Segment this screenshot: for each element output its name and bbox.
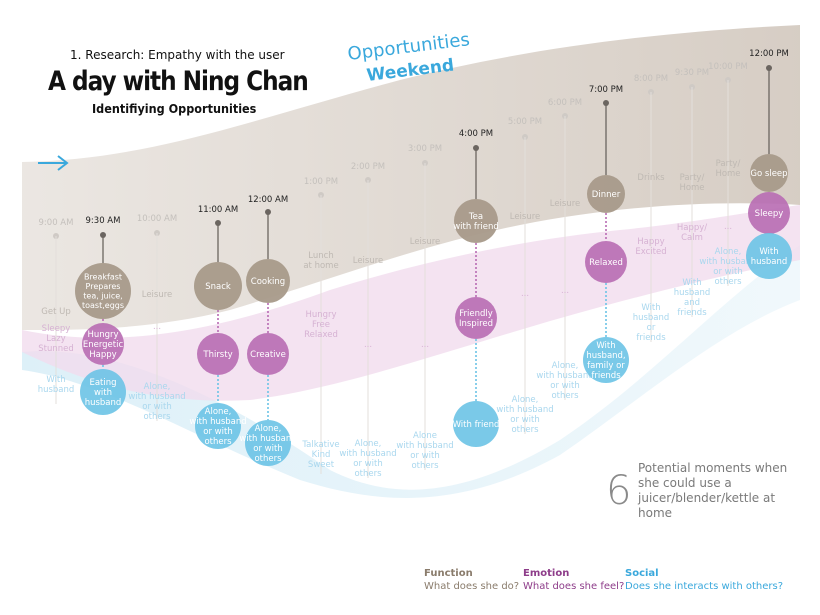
function-bubble xyxy=(194,262,242,310)
emotion-bubble xyxy=(585,241,627,283)
social-label: Eating with husband xyxy=(85,378,122,408)
function-label: Leisure xyxy=(142,290,173,300)
time-label: 11:00 AM xyxy=(198,205,238,215)
function-bubble xyxy=(454,199,498,243)
time-label: 3:00 PM xyxy=(408,144,442,154)
emotion-bubble xyxy=(748,192,790,234)
legend-function-title: Function xyxy=(424,568,473,579)
page-subheading: Identifiying Opportunities xyxy=(92,101,257,116)
emotion-label: Hungry Energetic Happy xyxy=(83,330,124,360)
time-label: 9:30 PM xyxy=(675,68,709,78)
emotion-label: ... xyxy=(724,222,732,232)
time-label: 12:00 AM xyxy=(248,195,288,205)
emotion-label: Friendly Inspired xyxy=(459,309,493,329)
emotion-label: ... xyxy=(421,340,429,350)
social-label: Talkative Kind Sweet xyxy=(301,440,339,470)
function-label: Tea with friend xyxy=(453,212,499,232)
legend-social-question: Does she interacts with others? xyxy=(625,581,784,592)
time-label: 5:00 PM xyxy=(508,117,542,127)
emotion-label: Sleepy xyxy=(755,209,784,219)
function-label: Snack xyxy=(205,282,231,292)
emotion-label: Hungry Free Relaxed xyxy=(304,310,338,340)
time-label: 4:00 PM xyxy=(459,129,493,139)
time-label: 9:30 AM xyxy=(86,216,121,226)
social-label: With husband or friends xyxy=(633,303,670,343)
function-label: Go sleep xyxy=(750,169,787,179)
social-label: With husband xyxy=(751,247,788,267)
social-label: Alone, with husband or with others xyxy=(536,361,593,401)
social-label: Alone with husband or with others xyxy=(396,431,453,471)
potential-text: Potential moments when she could use a j… xyxy=(638,461,788,520)
emotion-bubble xyxy=(247,333,289,375)
social-bubble xyxy=(746,233,792,279)
legend-emotion: Emotion What does she feel? xyxy=(523,567,624,593)
function-label: Leisure xyxy=(510,212,541,222)
function-bubble xyxy=(750,154,788,192)
social-bubble xyxy=(195,403,241,449)
legend-function-question: What does she do? xyxy=(424,581,520,592)
time-label: 2:00 PM xyxy=(351,162,385,172)
emotion-label: Happy Excited xyxy=(635,237,666,257)
social-bubble xyxy=(453,401,499,447)
emotion-label: Relaxed xyxy=(589,258,623,268)
function-label: Cooking xyxy=(251,277,285,287)
social-label: With husband, family or friends xyxy=(586,341,625,381)
function-label: Leisure xyxy=(410,237,441,247)
function-bubble xyxy=(75,263,131,319)
function-label: Leisure xyxy=(550,199,581,209)
social-label: With husband xyxy=(38,375,75,395)
social-label: Alone, with husband or with others xyxy=(189,407,246,447)
time-label: 12:00 PM xyxy=(749,49,789,59)
time-label: 1:00 PM xyxy=(304,177,338,187)
function-label: Breakfast Prepares tea, juice, toast,eggs xyxy=(82,273,124,310)
emotion-bubble xyxy=(82,323,124,365)
social-bubble xyxy=(245,420,291,466)
page-subtitle: 1. Research: Empathy with the user xyxy=(70,48,285,62)
social-bubble xyxy=(80,369,126,415)
legend-social-title: Social xyxy=(625,568,659,579)
time-label: 7:00 PM xyxy=(589,85,623,95)
legend-social: Social Does she interacts with others? xyxy=(625,567,783,593)
function-label: Party/Home xyxy=(715,159,740,179)
function-label: Dinner xyxy=(592,190,621,200)
emotion-label: ... xyxy=(364,340,372,350)
legend-emotion-question: What does she feel? xyxy=(523,581,625,592)
function-label: Lunch at home xyxy=(303,251,338,271)
emotion-label: Happy/Calm xyxy=(677,223,707,243)
function-label: Party/Home xyxy=(679,173,704,193)
emotion-label: ... xyxy=(521,289,529,299)
function-label: Drinks xyxy=(637,173,665,183)
legend-emotion-title: Emotion xyxy=(523,568,570,579)
emotion-label: Sleepy Lazy Stunned xyxy=(38,324,74,354)
social-label: Alone, with husband or with others xyxy=(339,439,396,479)
function-bubble xyxy=(587,175,625,213)
social-label: Alone, with husband or with others xyxy=(239,424,296,464)
arrow-icon xyxy=(38,155,69,171)
emotion-label: ... xyxy=(153,322,161,332)
social-label: With husband and friends xyxy=(674,278,711,318)
legend-function: Function What does she do? xyxy=(424,567,519,593)
potential-count: 6 xyxy=(606,468,632,514)
social-label: Alone, with husband or with others xyxy=(699,247,756,287)
emotion-label: Creative xyxy=(250,350,286,360)
function-bubble xyxy=(246,259,290,303)
time-label: 8:00 PM xyxy=(634,74,668,84)
function-label: Get Up xyxy=(41,307,70,317)
emotion-label: Thirsty xyxy=(202,350,232,360)
time-label: 10:00 PM xyxy=(708,62,748,72)
time-label: 9:00 AM xyxy=(39,218,74,228)
time-label: 10:00 AM xyxy=(137,214,177,224)
social-label: Alone, with husband or with others xyxy=(496,395,553,435)
function-label: Leisure xyxy=(353,256,384,266)
social-bubble xyxy=(583,337,629,383)
emotion-label: ... xyxy=(561,286,569,296)
social-label: Alone, with husband or with others xyxy=(128,382,185,422)
page-title: A day with Ning Chan xyxy=(48,66,309,97)
social-label: With friend xyxy=(453,420,500,430)
time-label: 6:00 PM xyxy=(548,98,582,108)
emotion-bubble xyxy=(455,297,497,339)
emotion-bubble xyxy=(197,333,239,375)
